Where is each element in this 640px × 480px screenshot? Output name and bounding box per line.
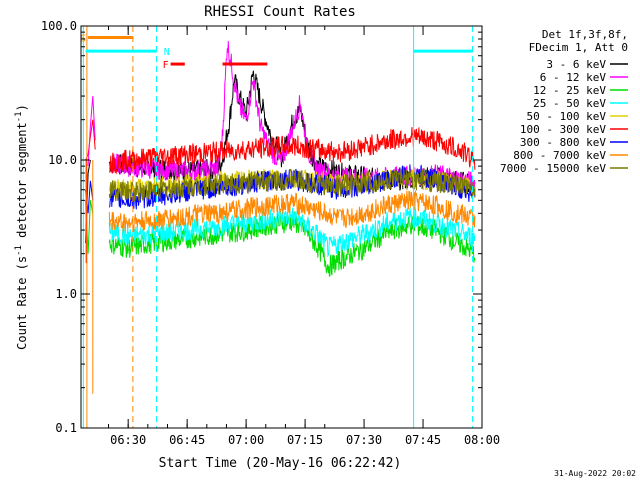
- legend-header-line-2: FDecim 1, Att 0: [529, 41, 628, 54]
- legend-label-7: 300 - 800 keV: [520, 136, 606, 149]
- plot-frame: [80, 25, 483, 429]
- x-tick-label-1: 06:30: [110, 433, 146, 447]
- legend-label-8: 800 - 7000 keV: [513, 149, 606, 162]
- x-tick-label-4: 07:15: [287, 433, 323, 447]
- x-tick-label-6: 07:45: [405, 433, 441, 447]
- legend-label-6: 100 - 300 keV: [520, 123, 606, 136]
- x-tick-label-7: 08:00: [464, 433, 500, 447]
- legend-label-3: 12 - 25 keV: [533, 84, 606, 97]
- legend-label-2: 6 - 12 keV: [540, 71, 607, 84]
- early-segment-line-2: [87, 96, 96, 167]
- footer-date: 31-Aug-2022 20:02: [554, 469, 636, 478]
- legend-label-1: 3 - 6 keV: [546, 58, 606, 71]
- x-tick-label-2: 06:45: [169, 433, 205, 447]
- chart-title: RHESSI Count Rates: [204, 4, 356, 20]
- y-tick-label-1: 0.1: [55, 421, 77, 435]
- y-axis-label: Count Rate (s-1 detector segment-1): [14, 104, 29, 350]
- y-tick-label-2: 1.0: [55, 287, 77, 301]
- legend-label-4: 25 - 50 keV: [533, 97, 606, 110]
- axes: 0.1 1.0 10.0 100.0 06:30 06:45 07:00 07:15 07:30…: [41, 19, 500, 447]
- legend-label-9: 7000 - 15000 keV: [500, 162, 606, 175]
- plot-area: SNF: [80, 26, 476, 428]
- flag-label-n: N: [164, 47, 170, 58]
- y-tick-label-3: 10.0: [48, 153, 77, 167]
- legend-header-line-1: Det 1f,3f,8f,: [542, 28, 628, 41]
- y-tick-label-4: 100.0: [41, 19, 77, 33]
- x-axis-label: Start Time (20-May-16 06:22:42): [159, 456, 402, 471]
- legend: Det 1f,3f,8f, FDecim 1, Att 0 3 - 6 keV6…: [500, 28, 628, 175]
- x-tick-label-5: 07:30: [346, 433, 382, 447]
- flag-label-f: F: [163, 60, 169, 71]
- legend-label-5: 50 - 100 keV: [527, 110, 607, 123]
- x-tick-label-3: 07:00: [228, 433, 264, 447]
